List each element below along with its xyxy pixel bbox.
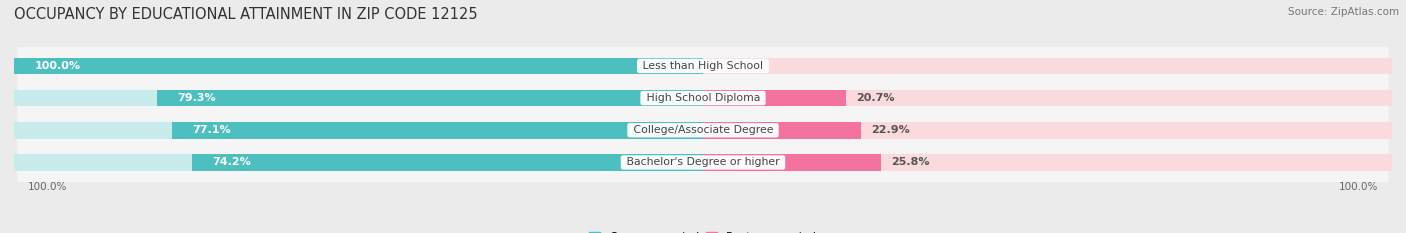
FancyBboxPatch shape: [17, 67, 1389, 130]
Text: High School Diploma: High School Diploma: [643, 93, 763, 103]
Bar: [703, 90, 1392, 106]
Bar: [14, 90, 703, 106]
Text: 0.0%: 0.0%: [713, 61, 744, 71]
Text: Source: ZipAtlas.com: Source: ZipAtlas.com: [1288, 7, 1399, 17]
Text: Less than High School: Less than High School: [640, 61, 766, 71]
Bar: [172, 122, 703, 139]
Text: 25.8%: 25.8%: [891, 158, 929, 168]
Bar: [703, 90, 845, 106]
Bar: [703, 154, 1392, 171]
Bar: [14, 122, 703, 139]
Text: College/Associate Degree: College/Associate Degree: [630, 125, 776, 135]
Text: 79.3%: 79.3%: [177, 93, 217, 103]
Text: Bachelor's Degree or higher: Bachelor's Degree or higher: [623, 158, 783, 168]
Bar: [14, 58, 703, 74]
Bar: [14, 58, 703, 74]
Text: OCCUPANCY BY EDUCATIONAL ATTAINMENT IN ZIP CODE 12125: OCCUPANCY BY EDUCATIONAL ATTAINMENT IN Z…: [14, 7, 478, 22]
Bar: [703, 122, 860, 139]
Bar: [703, 58, 1392, 74]
Text: 100.0%: 100.0%: [1339, 182, 1378, 192]
FancyBboxPatch shape: [17, 99, 1389, 162]
Bar: [191, 154, 703, 171]
Text: 77.1%: 77.1%: [193, 125, 231, 135]
Text: 20.7%: 20.7%: [856, 93, 894, 103]
Text: 74.2%: 74.2%: [212, 158, 252, 168]
Bar: [703, 154, 880, 171]
Bar: [703, 122, 1392, 139]
Bar: [156, 90, 703, 106]
Text: 100.0%: 100.0%: [28, 182, 67, 192]
FancyBboxPatch shape: [17, 131, 1389, 194]
Legend: Owner-occupied, Renter-occupied: Owner-occupied, Renter-occupied: [585, 227, 821, 233]
Text: 22.9%: 22.9%: [872, 125, 910, 135]
FancyBboxPatch shape: [17, 34, 1389, 97]
Text: 100.0%: 100.0%: [35, 61, 80, 71]
Bar: [14, 154, 703, 171]
